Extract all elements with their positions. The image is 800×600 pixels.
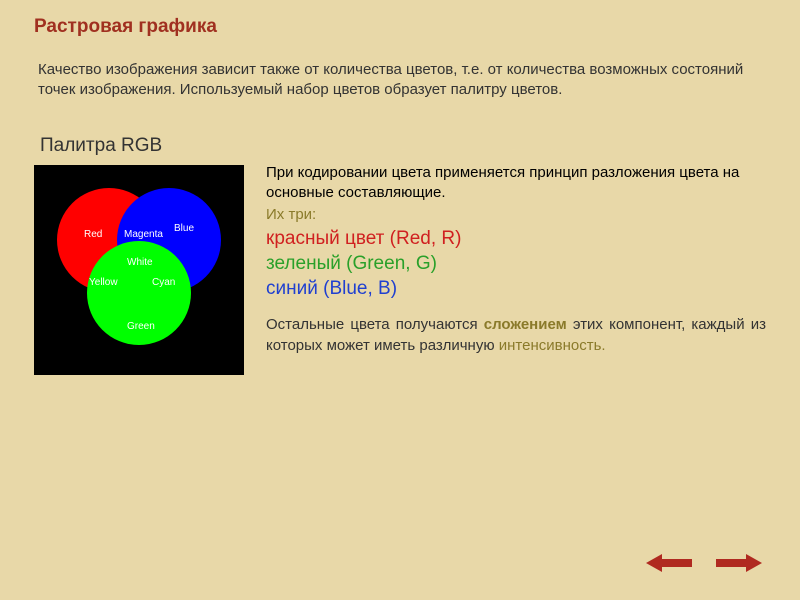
subheading: Палитра RGB xyxy=(40,135,766,157)
venn-label-red: Red xyxy=(84,229,102,240)
primary-colors-list: красный цвет (Red, R) зеленый (Green, G)… xyxy=(266,227,766,301)
rgb-venn-diagram: Red Blue Green Yellow Cyan Magenta White xyxy=(34,165,244,375)
p2-pre: Остальные цвета получаются xyxy=(266,316,484,333)
color-line-blue: синий (Blue, B) xyxy=(266,277,766,302)
arrow-left-icon xyxy=(646,554,692,572)
p2-em: интенсивность. xyxy=(499,337,606,354)
venn-label-white: White xyxy=(127,257,153,268)
prev-arrow[interactable] xyxy=(646,552,692,574)
slide: Растровая графика Качество изображения з… xyxy=(0,0,800,600)
content-row: Red Blue Green Yellow Cyan Magenta White… xyxy=(34,163,766,375)
coding-paragraph: При кодировании цвета применяется принци… xyxy=(266,163,766,204)
color-line-red: красный цвет (Red, R) xyxy=(266,227,766,252)
three-label: Их три: xyxy=(266,205,766,225)
p2-bold: сложением xyxy=(484,316,567,333)
arrow-right-icon xyxy=(716,554,762,572)
text-column: При кодировании цвета применяется принци… xyxy=(266,163,766,356)
color-line-green: зеленый (Green, G) xyxy=(266,252,766,277)
intro-paragraph: Качество изображения зависит также от ко… xyxy=(34,60,766,101)
next-arrow[interactable] xyxy=(716,552,762,574)
slide-title: Растровая графика xyxy=(34,16,766,38)
nav-arrows xyxy=(646,552,762,574)
venn-label-green: Green xyxy=(127,321,155,332)
venn-label-yellow: Yellow xyxy=(89,277,118,288)
venn-label-blue: Blue xyxy=(174,223,194,234)
addition-paragraph: Остальные цвета получаются сложением эти… xyxy=(266,315,766,356)
venn-label-cyan: Cyan xyxy=(152,277,175,288)
venn-label-magenta: Magenta xyxy=(124,229,163,240)
